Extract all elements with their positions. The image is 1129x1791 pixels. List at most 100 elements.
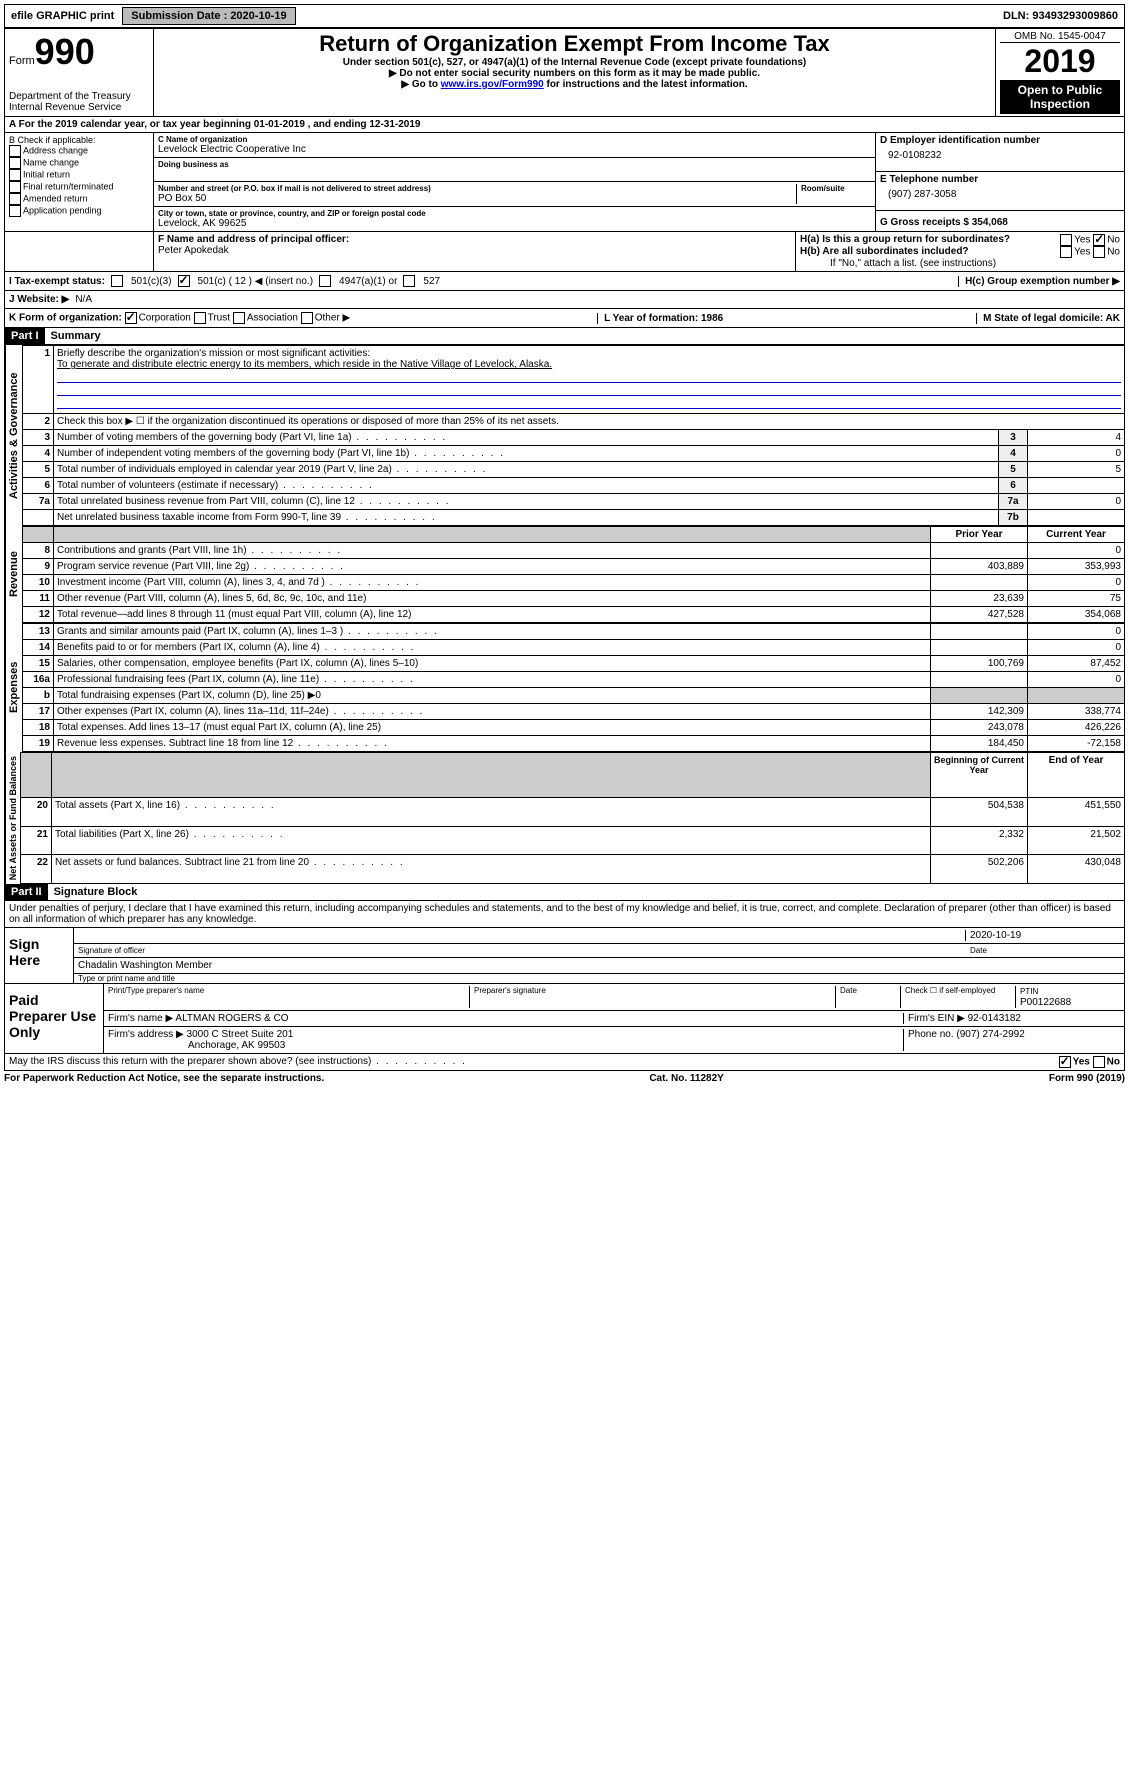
row-a-tax-year: A For the 2019 calendar year, or tax yea… — [4, 117, 1125, 133]
final-return-checkbox[interactable] — [9, 181, 21, 193]
typed-name: Chadalin Washington Member — [78, 960, 212, 971]
l12-curr: 354,068 — [1028, 607, 1125, 623]
corp-checkbox[interactable] — [125, 312, 137, 324]
irs-label: Internal Revenue Service — [9, 102, 149, 113]
tax-exempt-row: I Tax-exempt status: 501(c)(3) 501(c) ( … — [4, 272, 1125, 291]
opt-4947: 4947(a)(1) or — [339, 276, 397, 287]
ha-no: No — [1107, 235, 1120, 246]
prior-year-hdr: Prior Year — [931, 527, 1028, 543]
form-header: Form990 Department of the Treasury Inter… — [4, 28, 1125, 117]
opt-501c: 501(c) ( 12 ) ◀ (insert no.) — [198, 276, 314, 287]
opt-final-return: Final return/terminated — [23, 181, 114, 191]
address-change-checkbox[interactable] — [9, 145, 21, 157]
col-d-ein-tel: D Employer identification number 92-0108… — [876, 133, 1124, 231]
l6-text: Total number of volunteers (estimate if … — [54, 478, 999, 494]
hb-yes-checkbox[interactable] — [1060, 246, 1072, 258]
ha-no-checkbox[interactable] — [1093, 234, 1105, 246]
firm-addr1: 3000 C Street Suite 201 — [187, 1029, 294, 1040]
page-footer: For Paperwork Reduction Act Notice, see … — [4, 1071, 1125, 1086]
addr-label: Number and street (or P.O. box if mail i… — [158, 184, 796, 193]
dept-label: Department of the Treasury — [9, 91, 149, 102]
k-org-row: K Form of organization: Corporation Trus… — [4, 309, 1125, 328]
activities-governance-block: Activities & Governance 1 Briefly descri… — [4, 345, 1125, 526]
l18-curr: 426,226 — [1028, 720, 1125, 736]
gross-receipts: G Gross receipts $ 354,068 — [880, 217, 1008, 228]
l21-text: Total liabilities (Part X, line 26) — [52, 826, 931, 855]
j-label: J Website: ▶ — [9, 294, 69, 305]
form-number: 990 — [35, 31, 95, 72]
room-label: Room/suite — [801, 184, 871, 193]
l9-text: Program service revenue (Part VIII, line… — [54, 559, 931, 575]
subhead-3: ▶ Go to www.irs.gov/Form990 for instruct… — [158, 79, 991, 90]
amended-return-checkbox[interactable] — [9, 193, 21, 205]
opt-amended-return: Amended return — [23, 193, 88, 203]
side-activities-governance: Activities & Governance — [5, 345, 22, 526]
527-checkbox[interactable] — [403, 275, 415, 287]
l13-prior — [931, 624, 1028, 640]
discuss-yes-checkbox[interactable] — [1059, 1056, 1071, 1068]
l19-prior: 184,450 — [931, 736, 1028, 752]
l4-value: 0 — [1028, 446, 1125, 462]
l6-value — [1028, 478, 1125, 494]
subhead-1: Under section 501(c), 527, or 4947(a)(1)… — [158, 57, 991, 68]
discuss-no-checkbox[interactable] — [1093, 1056, 1105, 1068]
ha-yes-checkbox[interactable] — [1060, 234, 1072, 246]
l15-curr: 87,452 — [1028, 656, 1125, 672]
opt-app-pending: Application pending — [23, 205, 102, 215]
firm-name-label: Firm's name ▶ — [108, 1013, 173, 1024]
application-pending-checkbox[interactable] — [9, 205, 21, 217]
l15-text: Salaries, other compensation, employee b… — [54, 656, 931, 672]
paid-preparer-label: Paid Preparer Use Only — [5, 984, 104, 1053]
tel-label: E Telephone number — [880, 174, 978, 185]
opt-initial-return: Initial return — [23, 169, 70, 179]
l8-prior — [931, 543, 1028, 559]
opt-501c3: 501(c)(3) — [131, 276, 172, 287]
open-inspection: Open to Public Inspection — [1000, 80, 1120, 114]
col-c-org-info: C Name of organization Levelock Electric… — [154, 133, 876, 231]
l14-curr: 0 — [1028, 640, 1125, 656]
l20-text: Total assets (Part X, line 16) — [52, 797, 931, 826]
name-change-checkbox[interactable] — [9, 157, 21, 169]
prep-sig-label: Preparer's signature — [470, 986, 836, 1008]
efile-label: efile GRAPHIC print — [7, 8, 118, 24]
trust-checkbox[interactable] — [194, 312, 206, 324]
i-label: I Tax-exempt status: — [9, 276, 105, 287]
net-assets-block: Net Assets or Fund Balances Beginning of… — [4, 752, 1125, 884]
opt-address-change: Address change — [23, 145, 88, 155]
ptin-value: P00122688 — [1020, 997, 1071, 1008]
4947-checkbox[interactable] — [319, 275, 331, 287]
l16a-text: Professional fundraising fees (Part IX, … — [54, 672, 931, 688]
part2-header-row: Part II Signature Block — [4, 884, 1125, 901]
form-word: Form — [9, 55, 35, 67]
tel-value: (907) 287-3058 — [888, 189, 1120, 200]
other-checkbox[interactable] — [301, 312, 313, 324]
website-value: N/A — [75, 294, 92, 305]
prep-date-label: Date — [836, 986, 901, 1008]
l22-curr: 430,048 — [1028, 855, 1125, 884]
firm-ein: Firm's EIN ▶ 92-0143182 — [903, 1013, 1120, 1024]
paid-preparer-section: Paid Preparer Use Only Print/Type prepar… — [4, 984, 1125, 1054]
k-label: K Form of organization: — [9, 313, 122, 324]
subhead-2: ▶ Do not enter social security numbers o… — [158, 68, 991, 79]
part1-header-row: Part I Summary — [4, 328, 1125, 345]
c-name-label: C Name of organization — [158, 135, 871, 144]
side-revenue: Revenue — [5, 526, 22, 623]
501c3-checkbox[interactable] — [111, 275, 123, 287]
l12-text: Total revenue—add lines 8 through 11 (mu… — [54, 607, 931, 623]
part1-badge: Part I — [5, 328, 45, 344]
l11-prior: 23,639 — [931, 591, 1028, 607]
expenses-table: 13Grants and similar amounts paid (Part … — [22, 623, 1125, 752]
initial-return-checkbox[interactable] — [9, 169, 21, 181]
l2-text: Check this box ▶ ☐ if the organization d… — [54, 414, 1125, 430]
opt-trust: Trust — [208, 313, 230, 324]
ag-table: 1 Briefly describe the organization's mi… — [22, 345, 1125, 526]
501c-checkbox[interactable] — [178, 275, 190, 287]
instructions-link[interactable]: www.irs.gov/Form990 — [441, 79, 544, 90]
assoc-checkbox[interactable] — [233, 312, 245, 324]
l21-prior: 2,332 — [931, 826, 1028, 855]
discuss-text: May the IRS discuss this return with the… — [9, 1056, 467, 1068]
hb-no-checkbox[interactable] — [1093, 246, 1105, 258]
submission-date-button[interactable]: Submission Date : 2020-10-19 — [122, 7, 295, 25]
perjury-statement: Under penalties of perjury, I declare th… — [4, 901, 1125, 928]
hb-label: H(b) Are all subordinates included? — [800, 246, 969, 257]
